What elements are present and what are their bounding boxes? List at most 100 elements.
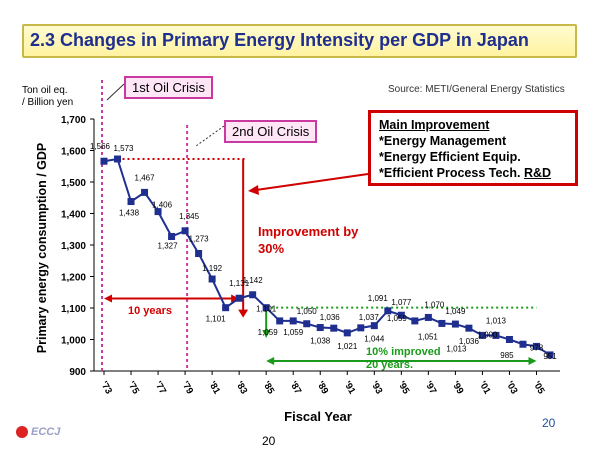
data-label: 1,467 xyxy=(135,173,156,182)
data-point xyxy=(505,336,513,343)
data-label: 1,070 xyxy=(424,300,445,309)
callout-item-1: *Energy Management xyxy=(379,134,507,148)
y-tick-label: 1,300 xyxy=(61,241,86,252)
callout-item-3: *Efficient Process Tech. R&D xyxy=(379,166,552,180)
data-point xyxy=(154,208,162,216)
data-point xyxy=(397,311,405,319)
data-point xyxy=(411,317,419,325)
x-axis-title: Fiscal Year xyxy=(284,409,352,424)
twenty-years-arrow-right xyxy=(528,357,537,365)
data-point xyxy=(492,331,500,339)
series-line xyxy=(103,157,551,356)
data-point xyxy=(208,275,216,283)
x-tick-label: '91 xyxy=(341,379,357,396)
data-label: 1,038 xyxy=(310,337,331,346)
data-point xyxy=(384,307,392,315)
data-point xyxy=(330,324,338,332)
data-label: 1,345 xyxy=(179,212,200,221)
x-tick-label: '81 xyxy=(206,379,222,396)
data-label: 1,406 xyxy=(152,201,173,210)
callout-rd: R&D xyxy=(523,166,552,180)
x-tick-label: '93 xyxy=(368,379,384,396)
data-point xyxy=(276,317,284,325)
data-label: 1,000 xyxy=(477,331,498,340)
data-label: 1,142 xyxy=(243,276,264,285)
source-note: Source: METI/General Energy Statistics xyxy=(388,84,565,95)
data-label: 1,059 xyxy=(258,328,279,337)
data-point xyxy=(127,198,135,206)
data-label: 951 xyxy=(543,352,557,361)
data-label: 978 xyxy=(530,343,544,352)
data-point xyxy=(424,313,432,321)
x-tick-label: '79 xyxy=(179,379,195,396)
y-tick-label: 1,000 xyxy=(61,336,86,347)
oil-crisis-1-pointer xyxy=(106,83,125,101)
data-point xyxy=(532,342,540,350)
data-point xyxy=(262,304,270,312)
data-label: 1,131 xyxy=(229,279,250,288)
logo-icon xyxy=(16,426,28,438)
page-title: 2.3 Changes in Primary Energy Intensity … xyxy=(30,30,529,50)
data-label: 1,438 xyxy=(119,209,140,218)
data-point xyxy=(222,304,230,312)
data-label: 1,059 xyxy=(283,328,304,337)
oil-crisis-2-pointer xyxy=(195,125,225,147)
data-label: 1,101 xyxy=(206,315,227,324)
callout-pointer xyxy=(255,173,369,191)
y-unit-line2: / Billion yen xyxy=(22,97,74,108)
data-point xyxy=(519,340,527,348)
data-point xyxy=(289,317,297,325)
y-tick-label: 1,700 xyxy=(61,115,86,126)
data-point xyxy=(546,351,554,359)
x-tick-label: '85 xyxy=(260,379,276,396)
data-label: 1,077 xyxy=(391,298,412,307)
data-point xyxy=(438,319,446,327)
chart-axes: 900 1,000 1,100 1,200 1,300 1,400 1,500 1,600 1,… xyxy=(61,115,560,397)
data-label: 1,566 xyxy=(90,142,111,151)
data-label: 1,037 xyxy=(359,313,380,322)
x-tick-label: '89 xyxy=(314,379,330,396)
data-point xyxy=(357,324,365,332)
footer-number: 20 xyxy=(262,434,276,448)
data-point xyxy=(141,188,149,196)
data-label: 1,044 xyxy=(364,335,385,344)
chart-data-labels: 1,566 1,573 1,438 1,467 1,406 1,327 1,345 1,273… xyxy=(90,142,557,361)
main-improvement-callout: Main Improvement *Energy Management *Ene… xyxy=(368,110,578,186)
data-label: 1,101 xyxy=(256,305,277,314)
x-tick-label: '87 xyxy=(287,379,303,396)
improvement-arrow-head xyxy=(238,309,249,318)
data-point xyxy=(370,322,378,330)
data-label: 1,051 xyxy=(418,332,439,341)
oil-crisis-1-label: 1st Oil Crisis xyxy=(124,76,213,99)
data-point xyxy=(316,324,324,332)
y-tick-label: 1,400 xyxy=(61,210,86,221)
data-label: 985 xyxy=(500,351,514,360)
x-tick-label: '03 xyxy=(504,379,520,396)
data-point xyxy=(478,331,486,339)
y-unit-line1: Ton oil eq. xyxy=(22,85,68,96)
green-down-arrowhead xyxy=(262,330,271,339)
ten-years-label: 10 years xyxy=(128,305,173,317)
twenty-years-arrow-left xyxy=(266,357,275,365)
x-tick-label: '73 xyxy=(98,379,114,396)
chart-series xyxy=(100,155,554,359)
x-tick-label: '83 xyxy=(233,379,249,396)
data-point xyxy=(465,324,473,332)
data-label: 1,192 xyxy=(202,264,223,273)
x-tick-label: '01 xyxy=(477,379,493,396)
data-point xyxy=(235,294,243,302)
data-label: 1,059 xyxy=(387,314,408,323)
callout-pointer-head xyxy=(248,185,259,195)
chart-annotations xyxy=(101,80,537,371)
ten-years-arrow-right xyxy=(231,294,240,303)
x-tick-label: '77 xyxy=(152,379,168,396)
data-point xyxy=(303,320,311,328)
data-point xyxy=(451,320,459,328)
data-point xyxy=(343,329,351,337)
oil-crisis-2-label: 2nd Oil Crisis xyxy=(224,120,318,143)
y-tick-label: 1,600 xyxy=(61,147,86,158)
slide-number: 20 xyxy=(542,416,556,430)
x-tick-label: '97 xyxy=(423,379,439,396)
data-label: 1,273 xyxy=(189,235,210,244)
